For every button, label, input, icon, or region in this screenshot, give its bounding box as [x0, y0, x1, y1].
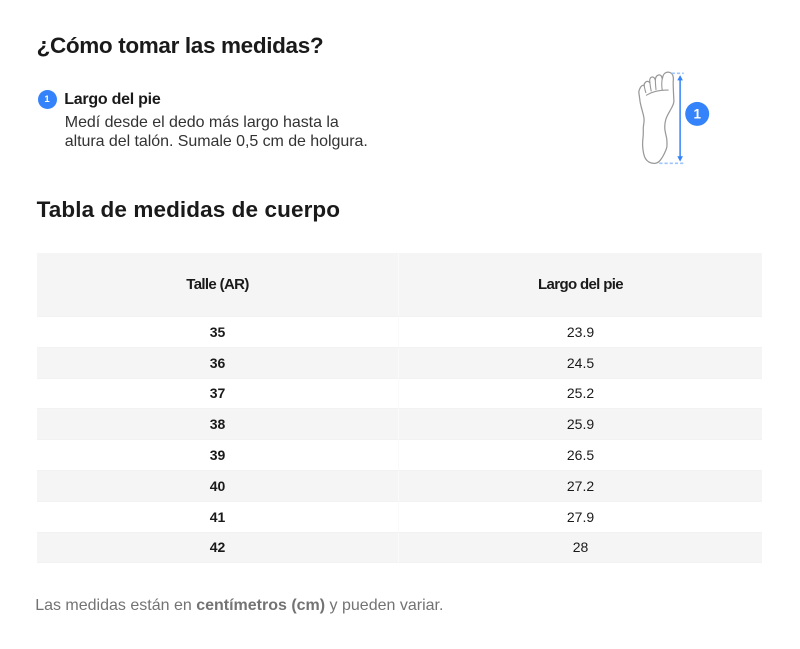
svg-text:1: 1 [693, 107, 701, 122]
